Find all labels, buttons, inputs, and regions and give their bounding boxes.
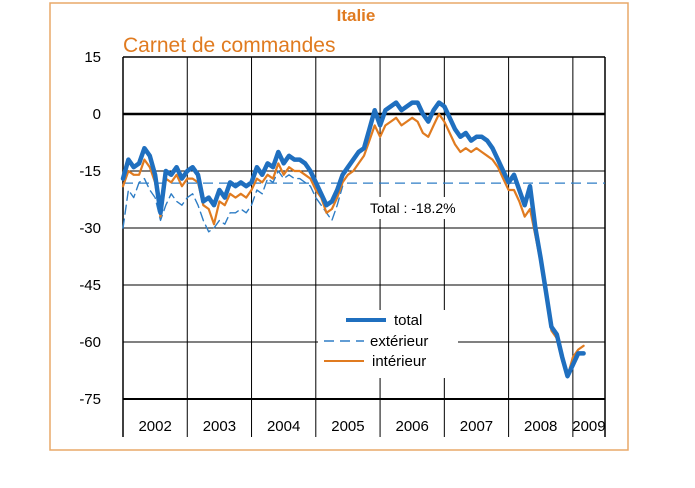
legend-label-exterieur: extérieur [370, 333, 428, 350]
legend: total extérieur intérieur [318, 310, 458, 378]
x-tick-label: 2006 [396, 418, 429, 435]
y-tick-label: -60 [79, 334, 101, 351]
axes: 15 0 -15 -30 -45 -60 -75 2002 2003 2004 2005 2006 20… [79, 49, 606, 437]
series-layer [120, 100, 605, 379]
x-tick-label: 2004 [267, 418, 300, 435]
x-tick-label: 2005 [331, 418, 364, 435]
x-tick-label: 2003 [203, 418, 236, 435]
y-tick-label: -15 [79, 163, 101, 180]
grid [123, 56, 605, 437]
y-tick-label: -30 [79, 220, 101, 237]
annotation-text: Total : -18.2% [370, 200, 456, 216]
annotation: Total : -18.2% [364, 197, 484, 219]
y-tick-label: 0 [93, 106, 101, 123]
legend-background [318, 310, 458, 378]
series-line-total [120, 100, 586, 379]
y-tick-label: 15 [84, 49, 101, 66]
y-tick-label: -45 [79, 277, 101, 294]
legend-label-total: total [394, 312, 422, 329]
x-tick-label: 2009 [572, 418, 605, 435]
legend-label-interieur: intérieur [372, 353, 426, 370]
x-tick-label: 2007 [460, 418, 493, 435]
x-tick-label: 2002 [138, 418, 171, 435]
chart-panel-border [49, 2, 629, 451]
y-tick-label: -75 [79, 391, 101, 408]
annotation-box [364, 197, 484, 219]
chart-title: Italie [337, 6, 376, 25]
x-tick-label: 2008 [524, 418, 557, 435]
chart-subtitle: Carnet de commandes [123, 34, 335, 57]
